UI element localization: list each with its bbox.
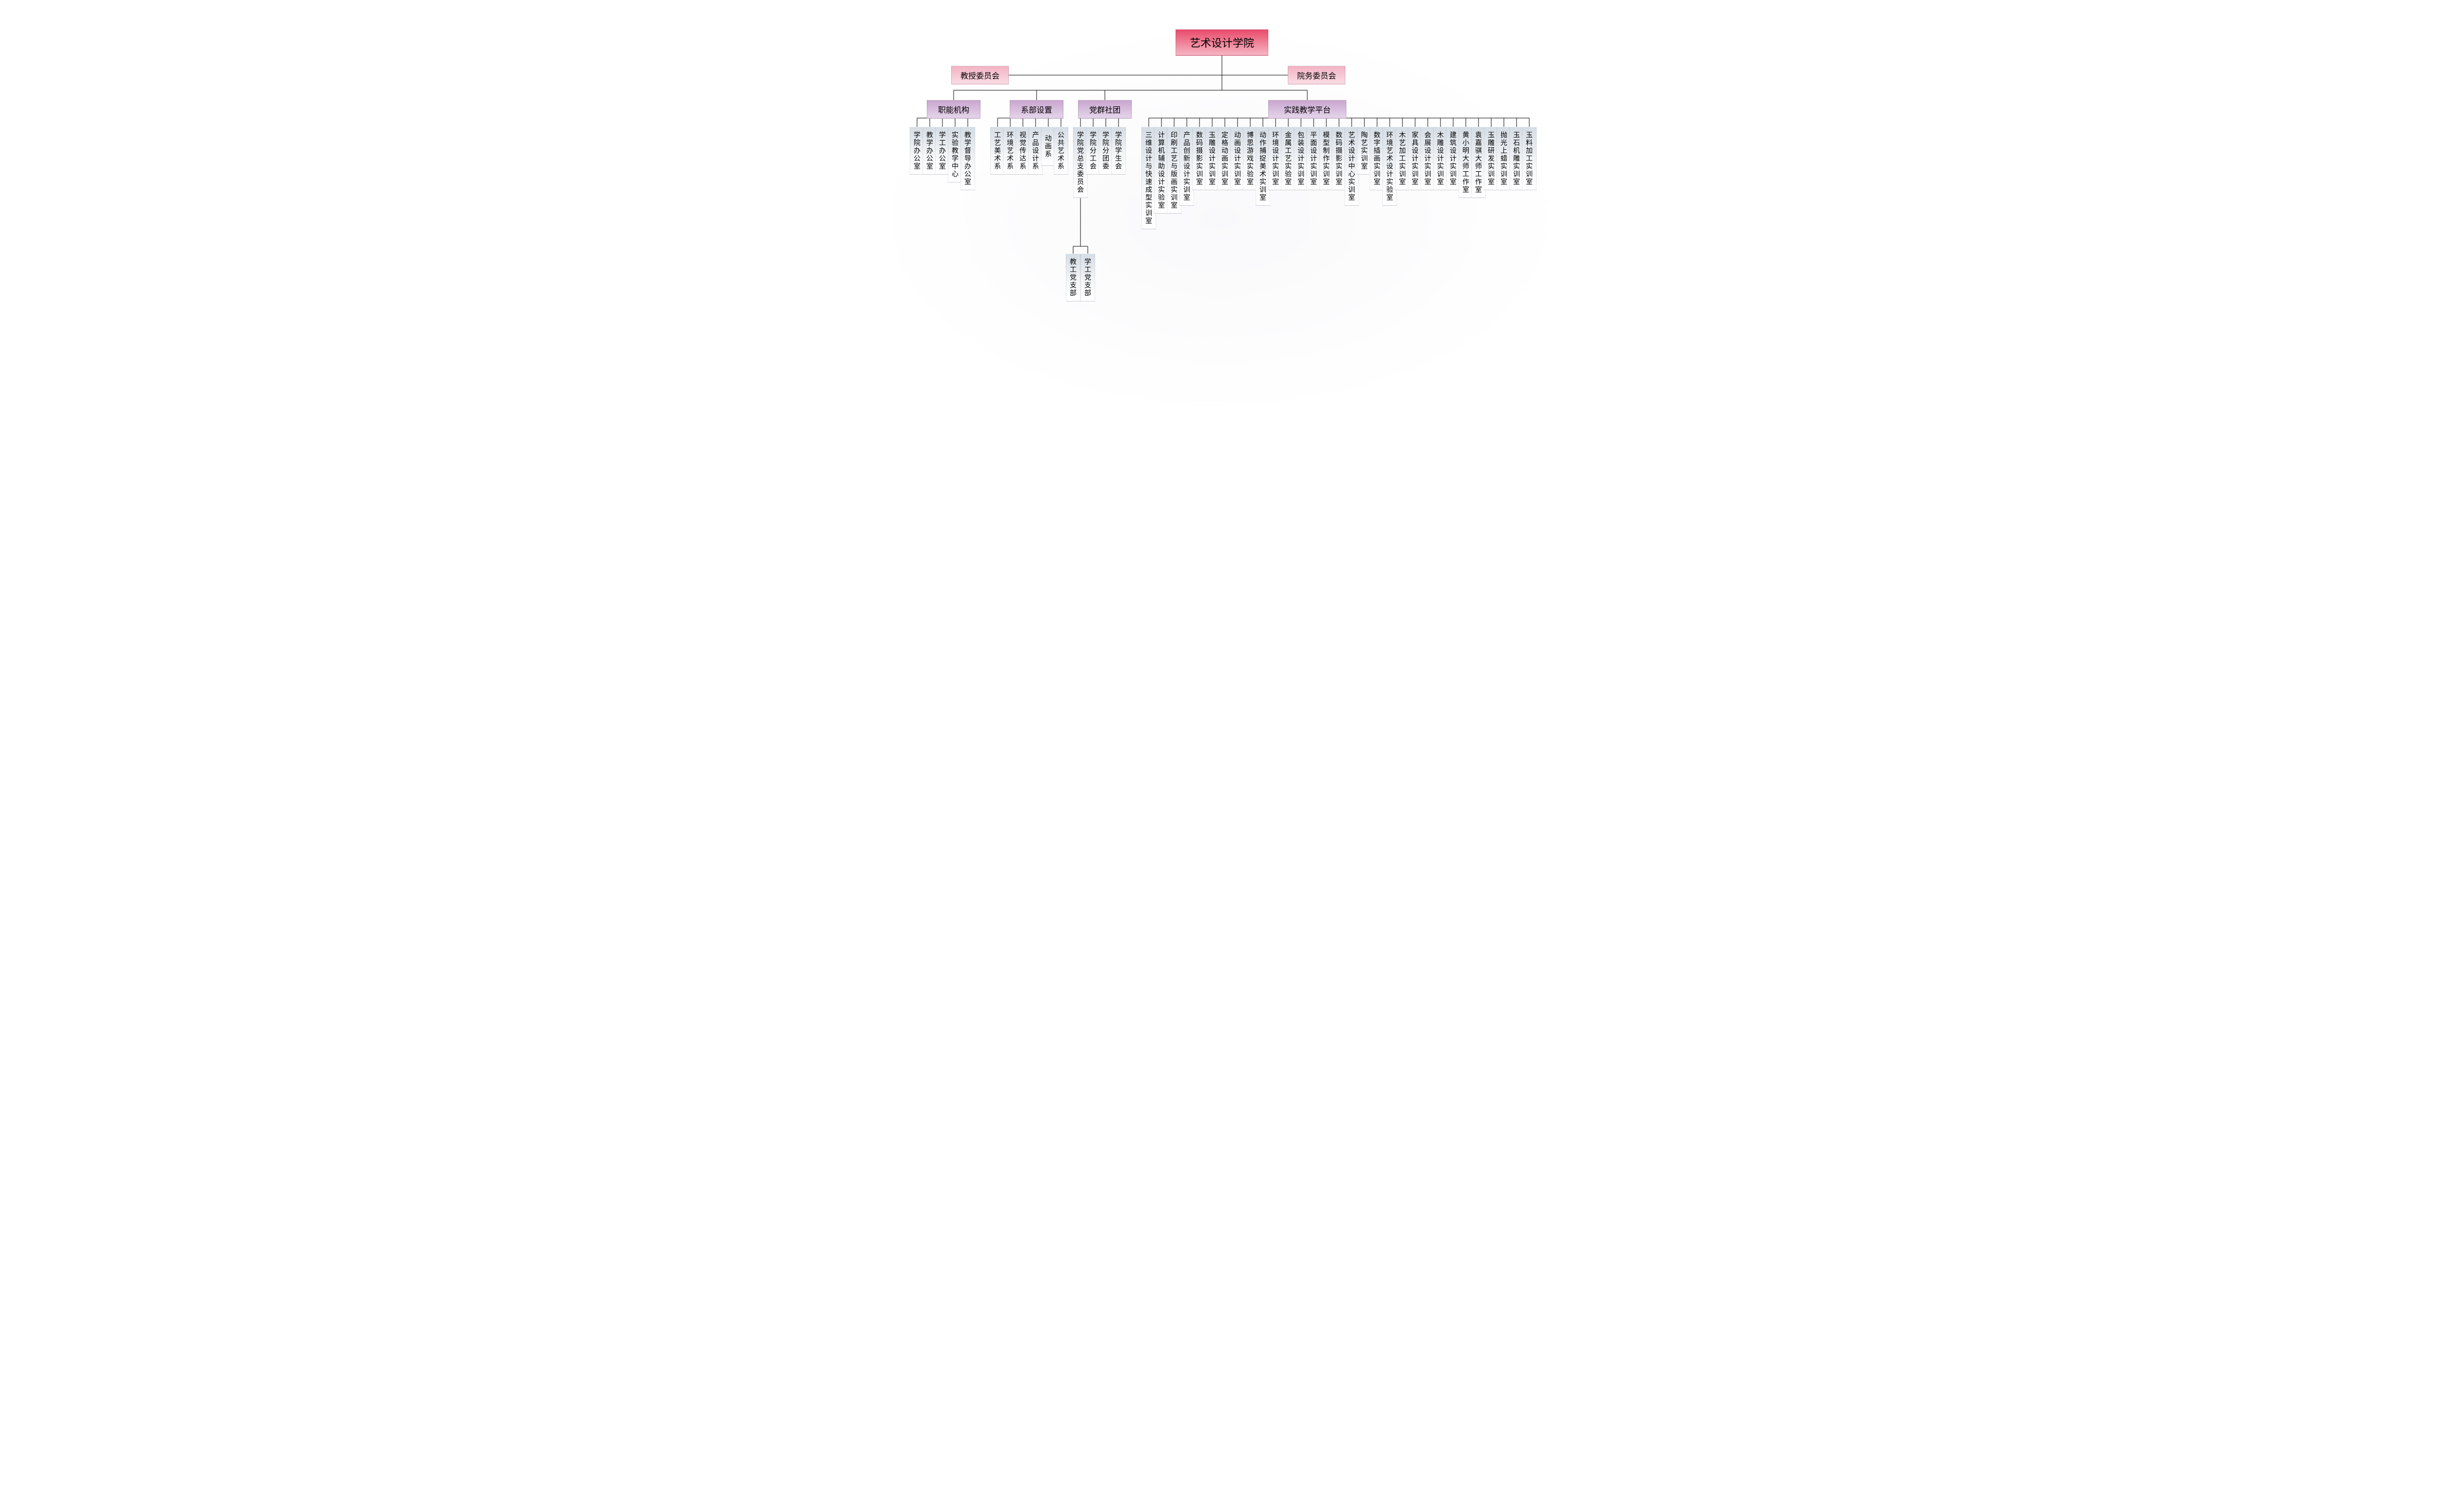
branch-b3: 党群社团 — [1078, 100, 1132, 119]
branch-b4: 实践教学平台 — [1268, 100, 1346, 119]
branch-b1: 职能机构 — [927, 100, 980, 119]
branch-b2: 系部设置 — [1010, 100, 1063, 119]
side-left: 教授委员会 — [951, 66, 1009, 84]
sub-leaf-0: 教工党支部 — [1066, 254, 1080, 301]
leaf-b4-30: 玉料加工实训室 — [1522, 127, 1537, 190]
leaf-b1-4: 教学督导办公室 — [960, 127, 975, 190]
leaf-b2-5: 公共艺术系 — [1054, 127, 1068, 175]
side-right: 院务委员会 — [1288, 66, 1345, 84]
leaf-b3-3: 学院学生会 — [1111, 127, 1126, 175]
sub-leaf-1: 学工党支部 — [1080, 254, 1095, 301]
org-chart: 艺术设计学院教授委员会院务委员会职能机构系部设置党群社团实践教学平台学院办公室教… — [863, 20, 1576, 419]
root-node: 艺术设计学院 — [1176, 29, 1268, 56]
